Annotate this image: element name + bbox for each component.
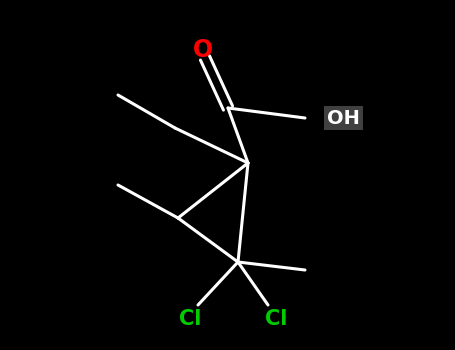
Text: Cl: Cl	[265, 309, 287, 329]
Text: OH: OH	[327, 108, 360, 127]
Text: Cl: Cl	[179, 309, 201, 329]
Text: O: O	[193, 38, 213, 62]
